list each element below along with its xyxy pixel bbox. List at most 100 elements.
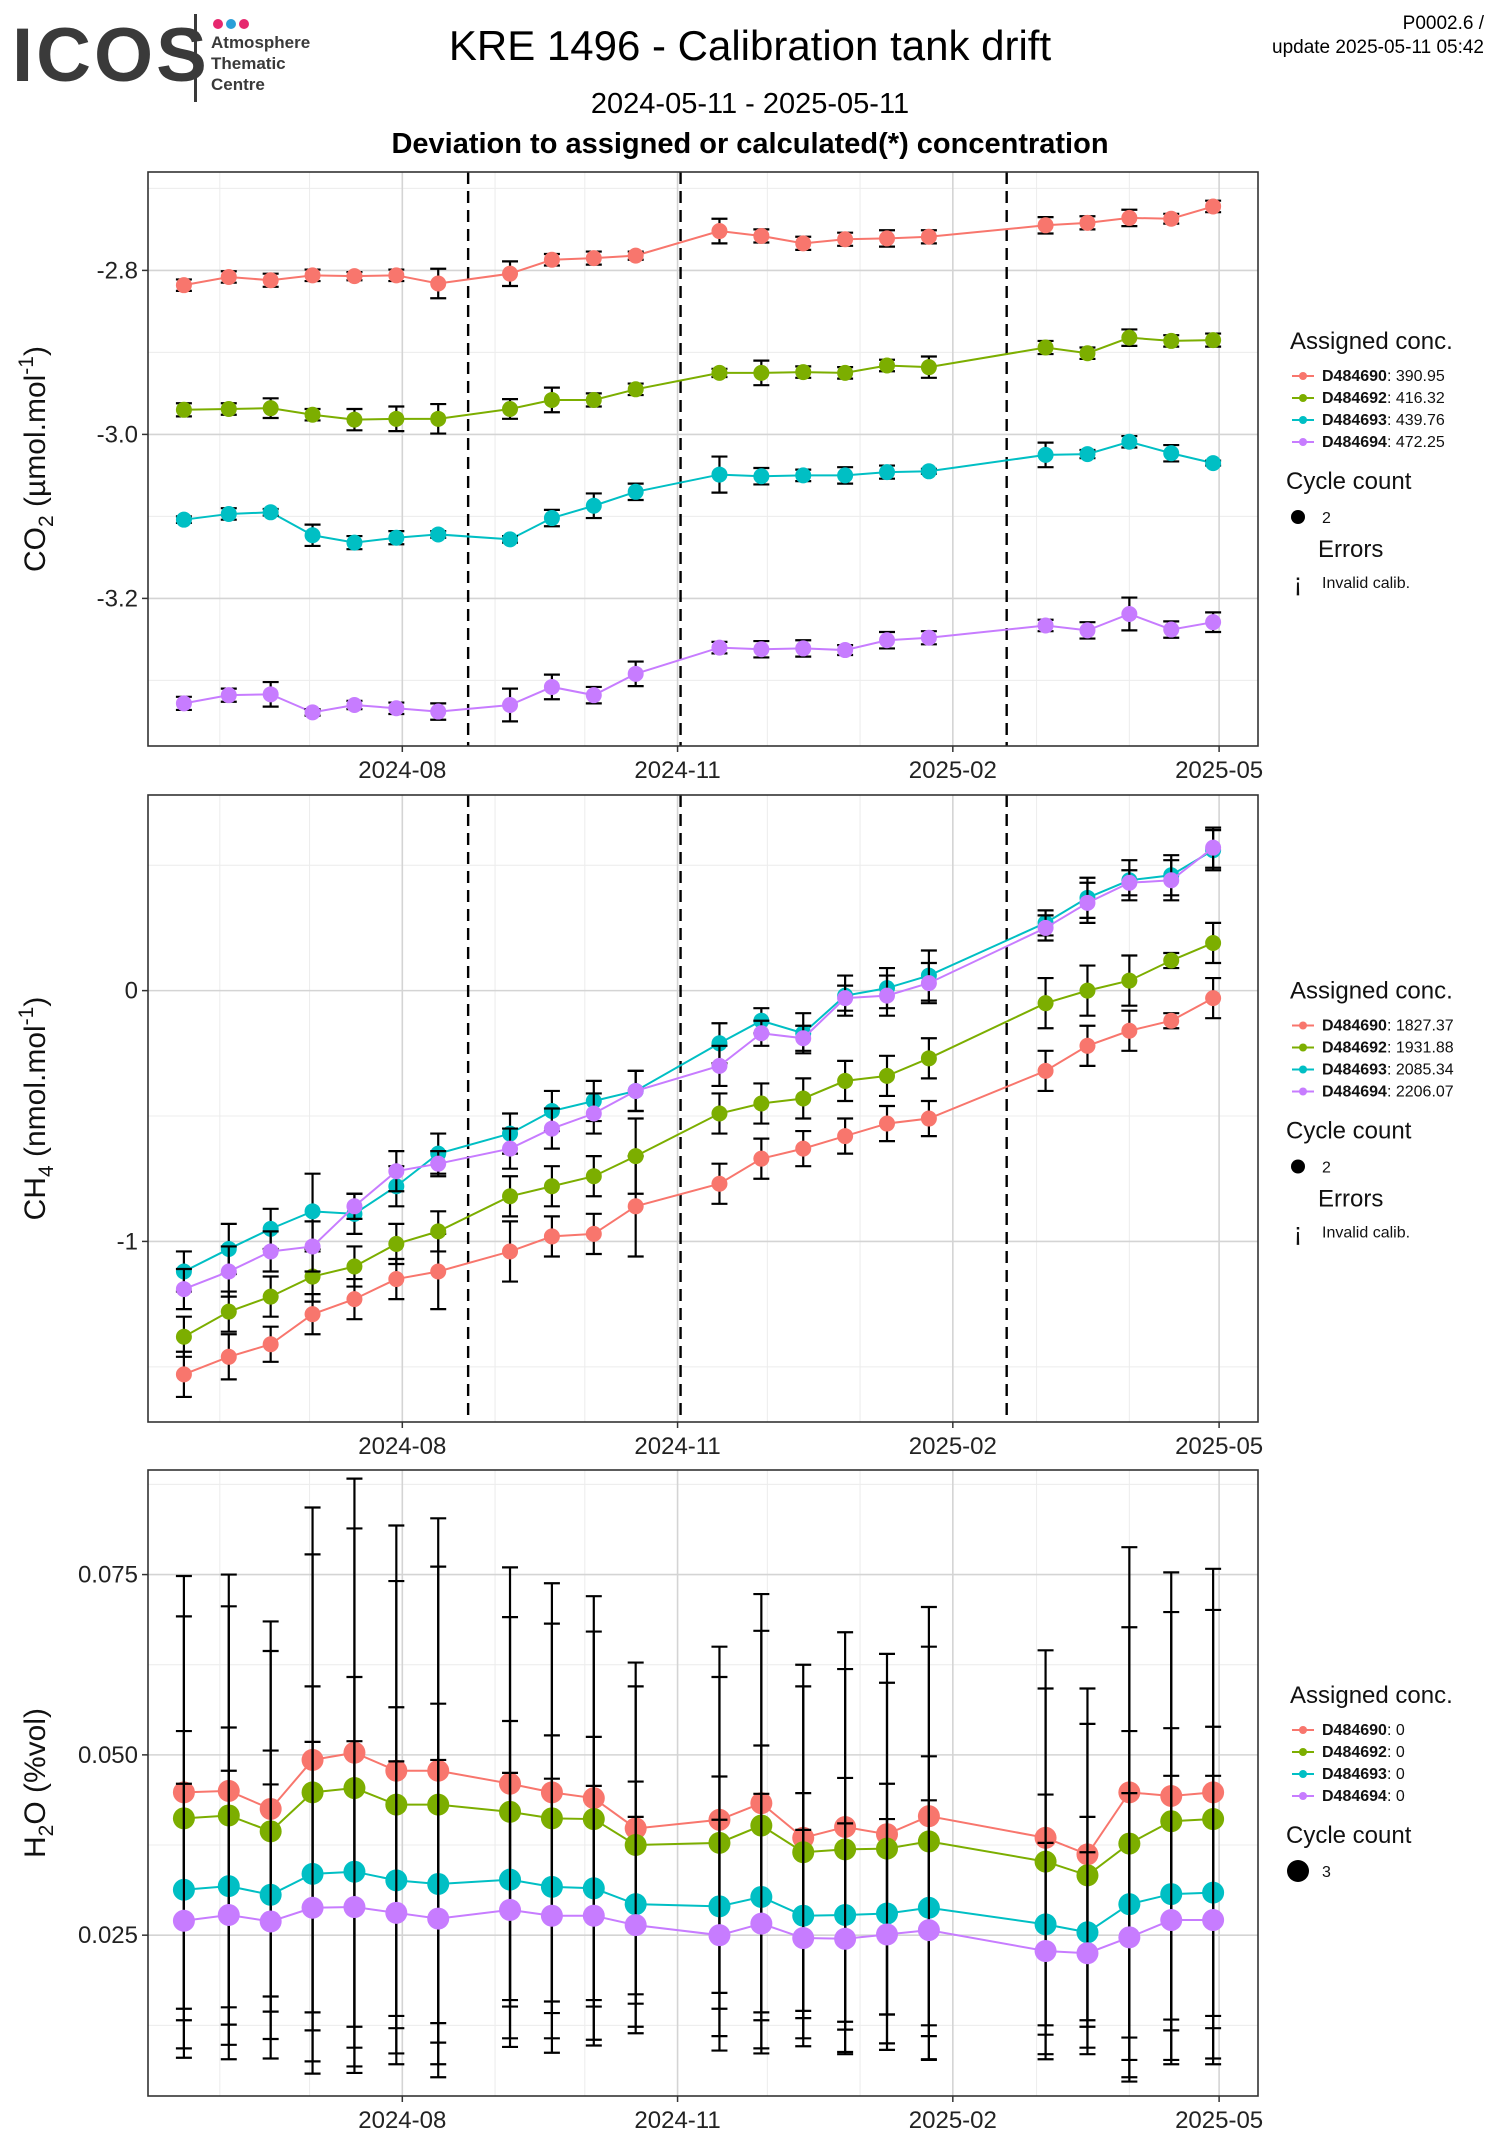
legend-errors-symbol: ¡ <box>1294 567 1303 597</box>
series-line <box>183 1787 1214 1877</box>
data-point <box>876 1923 899 1946</box>
data-point <box>304 267 321 284</box>
legend-entry-sep: : <box>1387 1040 1396 1057</box>
page-title: KRE 1496 - Calibration tank drift <box>448 22 1052 69</box>
legend-key-point <box>1299 394 1307 402</box>
legend-entry: D484692: 0 <box>1322 1744 1405 1761</box>
data-point <box>1205 934 1222 951</box>
legend-entry-id: D484690 <box>1322 1722 1387 1739</box>
data-point <box>346 697 363 713</box>
series-D484694 <box>175 826 1222 1311</box>
data-point <box>627 1082 644 1099</box>
legend-entry: D484693: 439.76 <box>1322 412 1445 429</box>
x-tick-label: 2025-05 <box>1175 1433 1263 1460</box>
data-point <box>346 1198 363 1215</box>
legend-entry-value: 439.76 <box>1396 412 1445 429</box>
y-axis-title: H2O (%vol) <box>19 1708 58 1858</box>
legend-entry-sep: : <box>1387 1062 1396 1079</box>
data-point <box>753 364 770 381</box>
legend: Assigned conc. D484690: 390.95 D484692: 41… <box>1286 328 1453 597</box>
legend-entry-sep: : <box>1387 1018 1396 1035</box>
legend-entry-id: D484693 <box>1322 412 1387 429</box>
panel-border <box>147 1469 1259 2097</box>
data-point <box>262 1243 279 1260</box>
y-axis-title-part: CH <box>19 1177 52 1220</box>
data-point <box>1079 894 1096 911</box>
legend-entry-value: 390.95 <box>1396 368 1445 385</box>
logo-dot <box>213 19 223 29</box>
legend-cycle-point <box>1287 1860 1309 1882</box>
data-point <box>220 1263 237 1280</box>
legend-entry-sep: : <box>1387 1084 1396 1101</box>
data-point <box>304 1306 321 1323</box>
legend-entry-value: 2085.34 <box>1396 1062 1454 1079</box>
data-point <box>753 468 770 485</box>
data-point <box>879 1067 896 1084</box>
x-tick-label: 2024-08 <box>358 1433 446 1460</box>
data-point <box>624 1914 647 1937</box>
data-point <box>711 364 728 381</box>
data-point <box>711 1175 728 1192</box>
series-D484693 <box>172 1675 1225 2079</box>
data-point <box>259 1910 282 1933</box>
legend-entry-id: D484690 <box>1322 1018 1387 1035</box>
data-point <box>304 704 321 721</box>
legend-key-point <box>1299 1748 1307 1756</box>
data-point <box>388 267 405 284</box>
legend-entry-value: 0 <box>1396 1788 1405 1805</box>
legend-entry-id: D484692 <box>1322 1040 1387 1057</box>
data-point <box>585 1168 602 1185</box>
data-point <box>175 277 192 294</box>
data-point <box>1205 839 1222 856</box>
legend-entry-id: D484692 <box>1322 390 1387 407</box>
data-point <box>499 1898 522 1921</box>
y-axis-title-part: (µmol.mol <box>19 375 52 516</box>
data-point <box>502 400 519 417</box>
data-point <box>711 466 728 483</box>
data-point <box>427 1907 450 1930</box>
data-point <box>543 678 560 695</box>
data-point <box>502 1140 519 1157</box>
data-point <box>1079 622 1096 639</box>
legend-entry-sep: : <box>1387 412 1396 429</box>
series-D484693 <box>175 433 1222 551</box>
logo-text: ICOS <box>12 13 210 98</box>
legend-entry-id: D484694 <box>1322 1788 1387 1805</box>
data-point <box>220 687 237 704</box>
data-point <box>585 497 602 514</box>
y-tick-label: 0.025 <box>78 1922 138 1949</box>
panel-border <box>147 794 1259 1423</box>
y-axis-title-part: -1 <box>15 356 38 375</box>
data-point <box>753 1025 770 1042</box>
legend-entry-sep: : <box>1387 1788 1396 1805</box>
data-point <box>388 1163 405 1180</box>
x-tick-label: 2024-11 <box>634 1433 720 1460</box>
legend-entry: D484692: 416.32 <box>1322 390 1445 407</box>
data-point <box>879 632 896 649</box>
data-point <box>837 467 854 484</box>
legend-entry-id: D484693 <box>1322 1062 1387 1079</box>
y-axis-title-part: ) <box>19 997 52 1007</box>
data-point <box>388 1235 405 1252</box>
data-point <box>262 1220 279 1237</box>
data-point <box>262 1336 279 1353</box>
data-point <box>585 1225 602 1242</box>
legend-entry: D484693: 2085.34 <box>1322 1062 1454 1079</box>
x-tick-label: 2025-02 <box>909 1433 997 1460</box>
legend-title: Assigned conc. <box>1290 1682 1453 1709</box>
series-line <box>183 440 1214 544</box>
y-tick-label: 0.075 <box>78 1562 138 1589</box>
data-point <box>343 1896 366 1919</box>
data-point <box>582 1904 605 1927</box>
data-point <box>385 1901 408 1924</box>
data-point <box>585 1105 602 1122</box>
y-axis-title: CO2 (µmol.mol-1) <box>15 346 58 572</box>
data-point <box>262 272 279 289</box>
series-D484694 <box>172 1740 1225 2083</box>
data-point <box>627 381 644 398</box>
y-tick-label: -3.2 <box>97 585 138 612</box>
y-axis-title-part: ) <box>19 346 52 356</box>
data-point <box>711 1035 728 1052</box>
data-point <box>795 1140 812 1157</box>
